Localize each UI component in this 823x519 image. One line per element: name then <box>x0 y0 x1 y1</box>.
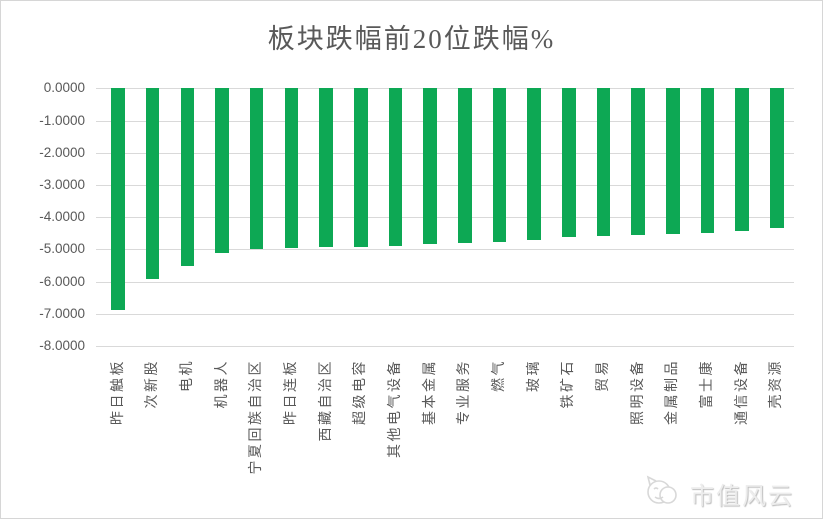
chart-title: 板块跌幅前20位跌幅% <box>267 24 556 54</box>
bar-西藏自治区 <box>319 88 333 248</box>
y-tick-label: -7.0000 <box>39 305 85 321</box>
x-category-label-text: 电机 <box>179 359 195 392</box>
x-category-label-text: 宁夏回族自治区 <box>249 359 265 475</box>
bar-壳资源 <box>770 88 784 229</box>
gridline <box>96 249 794 251</box>
gridline <box>96 281 794 283</box>
x-category-label-text: 壳资源 <box>769 359 785 409</box>
y-tick-label: -3.0000 <box>39 176 85 192</box>
watermark: 市值风云 <box>642 475 794 512</box>
bar-超级电容 <box>354 88 368 247</box>
y-tick-label: -2.0000 <box>39 144 85 160</box>
bar-宁夏回族自治区 <box>249 88 264 249</box>
bar-富士康 <box>700 88 715 234</box>
bar-金属制品 <box>666 88 680 235</box>
x-category-label-text: 其他电气设备 <box>387 359 403 458</box>
bar-昨日触板 <box>111 88 125 311</box>
x-category-label-text: 贸易 <box>596 359 612 392</box>
x-category-label-text: 照明设备 <box>630 359 646 425</box>
y-tick-label: 0.0000 <box>43 80 85 96</box>
y-tick-label: -4.0000 <box>39 209 85 225</box>
gridline <box>96 88 794 90</box>
x-category-label-text: 燃气 <box>491 359 507 392</box>
x-category-label-text: 基本金属 <box>422 359 438 425</box>
x-category-label-text: 超级电容 <box>353 359 369 425</box>
bar-照明设备 <box>631 88 645 236</box>
x-category-label-text: 次新股 <box>145 359 161 409</box>
x-category-label-text: 金属制品 <box>665 359 681 425</box>
bar-次新股 <box>145 88 160 280</box>
bar-昨日连板 <box>284 88 299 249</box>
bar-铁矿石 <box>562 88 576 238</box>
bar-机器人 <box>215 88 229 253</box>
bar-燃气 <box>492 88 507 242</box>
gridline <box>96 313 794 315</box>
bar-通信设备 <box>735 88 749 231</box>
x-category-label-text: 昨日连板 <box>283 359 299 425</box>
bar-贸易 <box>596 88 611 236</box>
y-tick-label: -6.0000 <box>39 273 85 289</box>
bar-玻璃 <box>527 88 541 241</box>
x-category-label-text: 专业服务 <box>457 359 473 425</box>
x-category-label-text: 通信设备 <box>734 359 750 425</box>
x-category-label-text: 玻璃 <box>526 359 542 392</box>
bar-专业服务 <box>458 88 472 243</box>
gridline <box>96 217 794 219</box>
y-tick-label: -1.0000 <box>39 112 85 128</box>
cat-logo-icon <box>642 475 682 512</box>
x-category-label-text: 西藏自治区 <box>318 359 334 442</box>
gridline <box>96 184 794 186</box>
bar-其他电气设备 <box>388 88 403 246</box>
x-category-label-text: 机器人 <box>214 359 230 409</box>
gridline <box>96 120 794 122</box>
y-tick-label: -5.0000 <box>39 241 85 257</box>
bar-电机 <box>180 88 195 266</box>
gridline <box>96 345 794 347</box>
watermark-text: 市值风云 <box>690 484 794 510</box>
gridline <box>96 152 794 154</box>
y-tick-label: -8.0000 <box>39 337 85 353</box>
bar-基本金属 <box>423 88 437 244</box>
x-category-label-text: 富士康 <box>700 359 716 409</box>
x-category-label-text: 昨日触板 <box>110 359 126 425</box>
x-category-label-text: 铁矿石 <box>561 359 577 409</box>
